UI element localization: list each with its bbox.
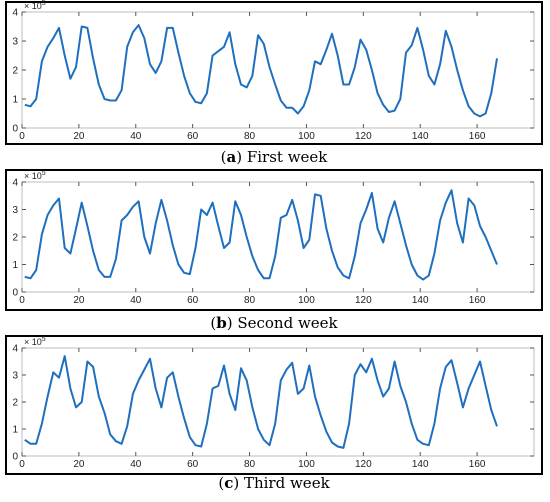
x-tick-label: 160 xyxy=(469,459,486,470)
y-tick-label: 4 xyxy=(12,178,18,189)
x-tick-label: 100 xyxy=(298,131,315,142)
caption-second-week: (b) Second week xyxy=(210,314,338,332)
y-axis-multiplier: × 105 xyxy=(24,170,46,181)
y-tick-label: 4 xyxy=(12,344,18,355)
x-tick-label: 60 xyxy=(187,295,199,306)
x-tick-label: 40 xyxy=(130,131,142,142)
series-line-0 xyxy=(24,189,498,281)
x-tick-label: 160 xyxy=(469,295,486,306)
y-tick-label: 3 xyxy=(12,37,18,48)
x-tick-label: 120 xyxy=(355,459,372,470)
y-axis-multiplier: × 105 xyxy=(24,0,46,11)
x-tick-label: 120 xyxy=(355,131,372,142)
y-tick-label: 1 xyxy=(12,260,18,271)
x-tick-label: 80 xyxy=(244,295,256,306)
x-tick-label: 20 xyxy=(73,459,85,470)
x-tick-label: 140 xyxy=(412,459,429,470)
y-tick-label: 2 xyxy=(12,233,18,244)
y-tick-label: 1 xyxy=(12,95,18,106)
y-tick-label: 0 xyxy=(12,124,18,135)
x-tick-label: 140 xyxy=(412,131,429,142)
x-tick-label: 60 xyxy=(187,131,199,142)
caption-letter: c xyxy=(224,474,234,492)
y-axis-multiplier-exponent: 5 xyxy=(42,0,46,7)
x-tick-label: 120 xyxy=(355,295,372,306)
y-axis-multiplier: × 105 xyxy=(24,336,46,347)
plot-area xyxy=(21,11,535,129)
x-tick-label: 40 xyxy=(130,295,142,306)
y-axis-multiplier-exponent: 5 xyxy=(42,336,46,343)
caption-letter: b xyxy=(216,314,227,332)
caption-text: Second week xyxy=(237,314,338,332)
plot-area xyxy=(21,181,535,293)
x-tick-label: 80 xyxy=(244,131,256,142)
chart-panel-third-week: 0 1 2 3 4 0 20 40 60 80 100 120 140 160 × 105 (c) Thir… xyxy=(4,334,544,502)
y-tick-label: 3 xyxy=(12,205,18,216)
x-tick-label: 140 xyxy=(412,295,429,306)
x-tick-label: 100 xyxy=(298,295,315,306)
x-tick-label: 20 xyxy=(73,295,85,306)
y-tick-label: 2 xyxy=(12,66,18,77)
x-tick-label: 160 xyxy=(469,131,486,142)
x-tick-label: 100 xyxy=(298,459,315,470)
y-axis-multiplier-base: × 10 xyxy=(24,1,42,11)
y-tick-label: 0 xyxy=(12,288,18,299)
series-line-0 xyxy=(24,24,498,118)
x-tick-label: 0 xyxy=(19,459,25,470)
caption-third-week: (c) Third week xyxy=(218,474,330,492)
y-tick-label: 3 xyxy=(12,371,18,382)
y-axis-multiplier-base: × 10 xyxy=(24,337,42,347)
x-tick-label: 80 xyxy=(244,459,256,470)
caption-text: First week xyxy=(246,148,328,166)
caption-letter: a xyxy=(226,148,237,166)
y-tick-label: 1 xyxy=(12,425,18,436)
y-axis-multiplier-base: × 10 xyxy=(24,171,42,181)
chart-panel-second-week: 0 1 2 3 4 0 20 40 60 80 100 120 140 160 × 105 (b) Seco… xyxy=(4,168,544,338)
y-tick-label: 2 xyxy=(12,398,18,409)
chart-panel-first-week: 0 1 2 3 4 0 20 40 60 80 100 120 140 160 × 105 (a) Firs… xyxy=(4,0,544,170)
y-tick-label: 0 xyxy=(12,452,18,463)
y-tick-label: 4 xyxy=(12,8,18,19)
caption-text: Third week xyxy=(243,474,330,492)
x-tick-label: 20 xyxy=(73,131,85,142)
caption-first-week: (a) First week xyxy=(220,148,328,166)
x-tick-label: 60 xyxy=(187,459,199,470)
x-tick-label: 0 xyxy=(19,295,25,306)
x-tick-label: 0 xyxy=(19,131,25,142)
y-axis-multiplier-exponent: 5 xyxy=(42,170,46,177)
series-line-0 xyxy=(24,355,498,449)
x-tick-label: 40 xyxy=(130,459,142,470)
